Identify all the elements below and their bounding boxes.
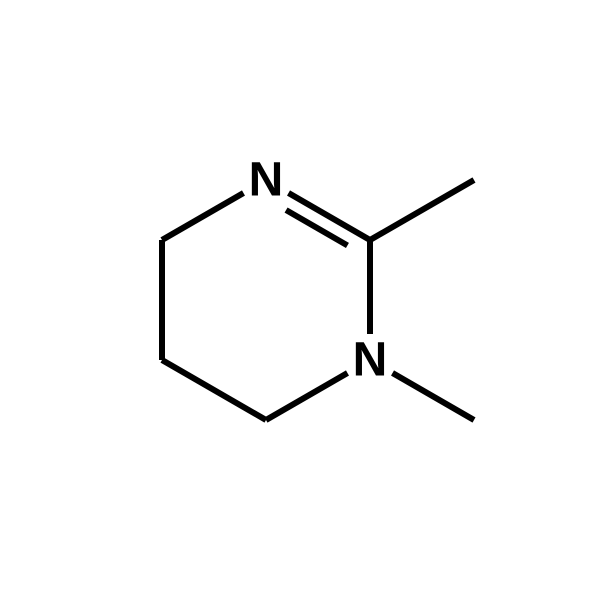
bond-line <box>393 373 474 420</box>
atom-label-n3: N <box>249 154 284 207</box>
atoms-layer: NN <box>249 154 388 387</box>
bond-line <box>266 373 347 420</box>
molecule-canvas: NN <box>0 0 600 600</box>
bonds-layer <box>162 180 474 420</box>
bond-line <box>162 193 243 240</box>
bond-line <box>370 180 474 240</box>
bond-line <box>162 360 266 420</box>
atom-label-n1: N <box>353 334 388 387</box>
bond-line-inner <box>286 210 347 245</box>
